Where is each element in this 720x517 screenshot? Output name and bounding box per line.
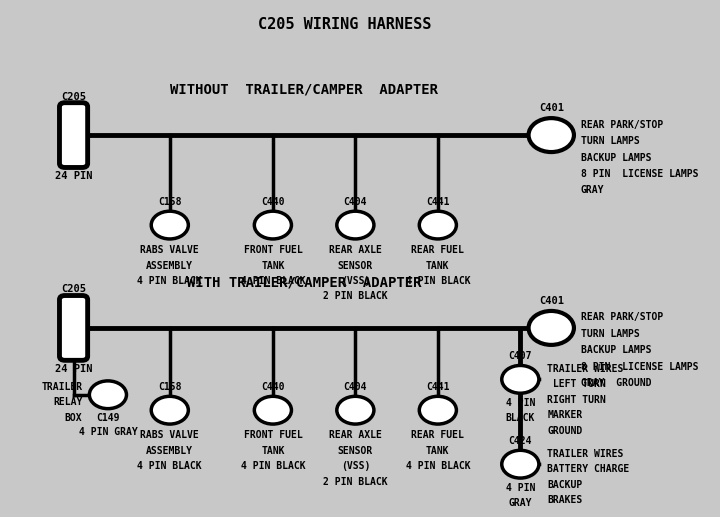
Text: BOX: BOX bbox=[65, 413, 83, 423]
Text: 4 PIN BLACK: 4 PIN BLACK bbox=[240, 276, 305, 286]
Text: 24 PIN: 24 PIN bbox=[55, 364, 92, 374]
Circle shape bbox=[419, 211, 456, 239]
Text: WITHOUT  TRAILER/CAMPER  ADAPTER: WITHOUT TRAILER/CAMPER ADAPTER bbox=[170, 83, 438, 97]
Text: WITH TRAILER/CAMPER  ADAPTER: WITH TRAILER/CAMPER ADAPTER bbox=[186, 276, 421, 290]
Text: REAR AXLE: REAR AXLE bbox=[329, 245, 382, 255]
Text: 4 PIN BLACK: 4 PIN BLACK bbox=[240, 461, 305, 471]
Text: GROUND: GROUND bbox=[547, 425, 582, 436]
Circle shape bbox=[337, 397, 374, 424]
Text: C441: C441 bbox=[426, 382, 449, 392]
Text: 2 PIN BLACK: 2 PIN BLACK bbox=[323, 292, 387, 301]
Circle shape bbox=[528, 118, 574, 152]
Text: BATTERY CHARGE: BATTERY CHARGE bbox=[547, 464, 629, 474]
Text: 4 PIN BLACK: 4 PIN BLACK bbox=[405, 276, 470, 286]
Text: TANK: TANK bbox=[261, 261, 284, 270]
Circle shape bbox=[419, 397, 456, 424]
Text: BRAKES: BRAKES bbox=[547, 495, 582, 505]
Text: REAR FUEL: REAR FUEL bbox=[411, 245, 464, 255]
Circle shape bbox=[254, 397, 292, 424]
Text: 4 PIN: 4 PIN bbox=[505, 399, 535, 408]
Text: FRONT FUEL: FRONT FUEL bbox=[243, 245, 302, 255]
Text: ASSEMBLY: ASSEMBLY bbox=[146, 446, 193, 455]
Circle shape bbox=[254, 211, 292, 239]
Text: FRONT FUEL: FRONT FUEL bbox=[243, 430, 302, 440]
Text: LEFT TURN: LEFT TURN bbox=[547, 379, 606, 389]
Text: 8 PIN  LICENSE LAMPS: 8 PIN LICENSE LAMPS bbox=[581, 362, 698, 372]
Text: C158: C158 bbox=[158, 197, 181, 207]
Text: 4 PIN BLACK: 4 PIN BLACK bbox=[138, 276, 202, 286]
Text: RELAY: RELAY bbox=[53, 398, 83, 407]
Text: (VSS): (VSS) bbox=[341, 276, 370, 286]
Text: ASSEMBLY: ASSEMBLY bbox=[146, 261, 193, 270]
Text: GRAY  GROUND: GRAY GROUND bbox=[581, 378, 652, 388]
Text: 4 PIN: 4 PIN bbox=[505, 483, 535, 493]
Text: BLACK: BLACK bbox=[505, 413, 535, 423]
Text: C404: C404 bbox=[343, 382, 367, 392]
Text: RABS VALVE: RABS VALVE bbox=[140, 245, 199, 255]
Text: GRAY: GRAY bbox=[581, 186, 604, 195]
Text: REAR PARK/STOP: REAR PARK/STOP bbox=[581, 119, 663, 130]
Text: 24 PIN: 24 PIN bbox=[55, 171, 92, 181]
Text: C424: C424 bbox=[508, 436, 532, 446]
Text: C404: C404 bbox=[343, 197, 367, 207]
Text: C440: C440 bbox=[261, 197, 284, 207]
Text: TURN LAMPS: TURN LAMPS bbox=[581, 329, 639, 339]
Text: C205: C205 bbox=[61, 284, 86, 295]
Text: REAR AXLE: REAR AXLE bbox=[329, 430, 382, 440]
Text: C205: C205 bbox=[61, 92, 86, 102]
Circle shape bbox=[89, 381, 127, 408]
Circle shape bbox=[151, 397, 189, 424]
Text: SENSOR: SENSOR bbox=[338, 261, 373, 270]
Text: BACKUP LAMPS: BACKUP LAMPS bbox=[581, 345, 652, 355]
Text: SENSOR: SENSOR bbox=[338, 446, 373, 455]
Text: (VSS): (VSS) bbox=[341, 461, 370, 471]
Text: TRAILER WIRES: TRAILER WIRES bbox=[547, 449, 624, 459]
Text: REAR PARK/STOP: REAR PARK/STOP bbox=[581, 312, 663, 323]
Text: TANK: TANK bbox=[426, 261, 449, 270]
Text: 2 PIN BLACK: 2 PIN BLACK bbox=[323, 477, 387, 486]
Text: C441: C441 bbox=[426, 197, 449, 207]
Text: RABS VALVE: RABS VALVE bbox=[140, 430, 199, 440]
Circle shape bbox=[151, 211, 189, 239]
Text: C401: C401 bbox=[539, 103, 564, 113]
Text: BACKUP LAMPS: BACKUP LAMPS bbox=[581, 153, 652, 162]
Text: C205 WIRING HARNESS: C205 WIRING HARNESS bbox=[258, 17, 432, 32]
Text: TRAILER: TRAILER bbox=[41, 382, 83, 392]
Text: 4 PIN BLACK: 4 PIN BLACK bbox=[138, 461, 202, 471]
Circle shape bbox=[502, 450, 539, 478]
FancyBboxPatch shape bbox=[60, 296, 88, 360]
Text: TANK: TANK bbox=[261, 446, 284, 455]
Text: C401: C401 bbox=[539, 296, 564, 306]
Text: 4 PIN GRAY: 4 PIN GRAY bbox=[78, 427, 138, 437]
Text: MARKER: MARKER bbox=[547, 410, 582, 420]
Text: REAR FUEL: REAR FUEL bbox=[411, 430, 464, 440]
Text: 4 PIN BLACK: 4 PIN BLACK bbox=[405, 461, 470, 471]
Text: TANK: TANK bbox=[426, 446, 449, 455]
Text: C440: C440 bbox=[261, 382, 284, 392]
Text: TURN LAMPS: TURN LAMPS bbox=[581, 136, 639, 146]
Circle shape bbox=[502, 366, 539, 393]
Circle shape bbox=[337, 211, 374, 239]
FancyBboxPatch shape bbox=[60, 103, 88, 168]
Text: 8 PIN  LICENSE LAMPS: 8 PIN LICENSE LAMPS bbox=[581, 169, 698, 179]
Text: TRAILER WIRES: TRAILER WIRES bbox=[547, 364, 624, 374]
Text: GRAY: GRAY bbox=[508, 498, 532, 508]
Text: C407: C407 bbox=[508, 352, 532, 361]
Text: BACKUP: BACKUP bbox=[547, 480, 582, 490]
Circle shape bbox=[528, 311, 574, 345]
Text: C149: C149 bbox=[96, 413, 120, 423]
Text: C158: C158 bbox=[158, 382, 181, 392]
Text: RIGHT TURN: RIGHT TURN bbox=[547, 395, 606, 405]
